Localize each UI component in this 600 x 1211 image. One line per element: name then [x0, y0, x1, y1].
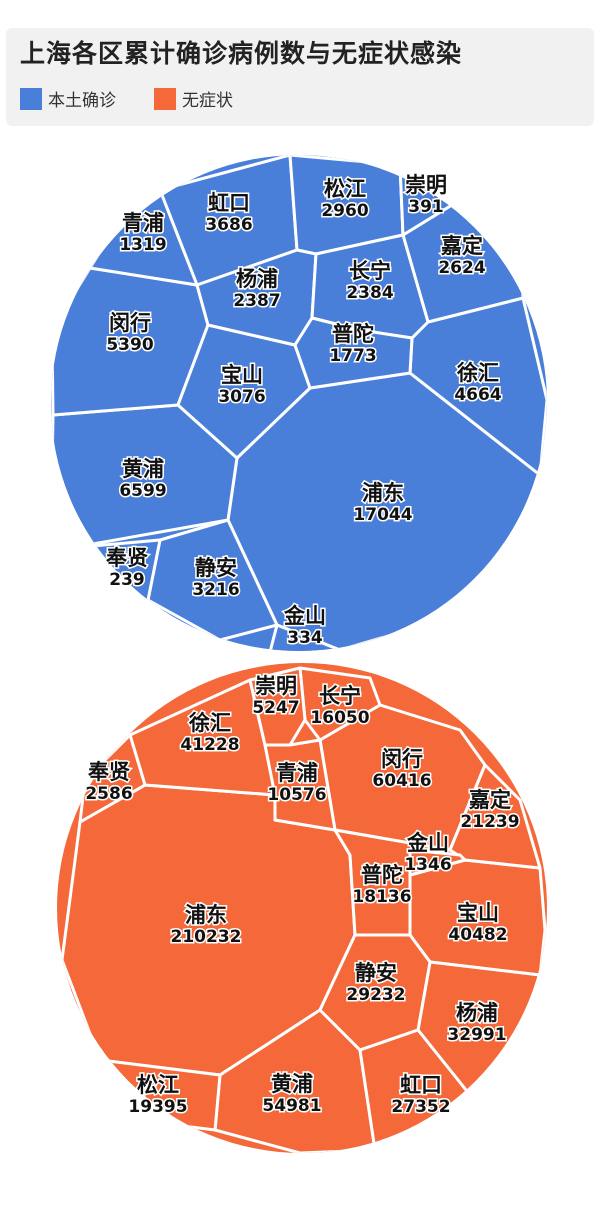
chart-header: 上海各区累计确诊病例数与无症状感染 本土确诊 无症状: [6, 28, 594, 126]
cell-label-value: 5390: [106, 335, 153, 355]
cell-label-value: 5247: [252, 698, 299, 718]
cell-label-value: 2384: [346, 283, 393, 303]
cell-label-value: 391: [408, 197, 444, 217]
cell-label-name: 松江: [137, 1073, 179, 1097]
confirmed-voronoi: 浦东17044黄浦6599闵行5390徐汇4664虹口3686静安3216宝山3…: [51, 155, 547, 651]
cell-label-name: 浦东: [362, 481, 404, 505]
cell-label-name: 宝山: [457, 901, 499, 925]
voronoi-cell: [408, 848, 467, 877]
cell-label-name: 杨浦: [456, 1001, 498, 1025]
cell-label-value: 2624: [438, 258, 485, 278]
cell-label-value: 16050: [310, 708, 369, 728]
cell-label-name: 金山: [283, 604, 326, 628]
cell-label-value: 54981: [262, 1096, 321, 1116]
cell-label-value: 239: [109, 570, 145, 590]
cell-label-value: 3686: [205, 215, 252, 235]
legend-item-asymptomatic: 无症状: [154, 86, 233, 111]
cell-label-name: 静安: [195, 556, 237, 580]
cell-label-name: 崇明: [405, 173, 447, 197]
cell-label-name: 徐汇: [188, 711, 231, 735]
voronoi-cell: [448, 763, 542, 870]
cell-label-name: 浦东: [185, 903, 227, 927]
cell-label-value: 3216: [192, 580, 239, 600]
cell-label-value: 1773: [329, 346, 376, 366]
cell-label-value: 18136: [352, 887, 411, 907]
legend-label-asymptomatic: 无症状: [182, 91, 233, 111]
legend-label-confirmed: 本土确诊: [48, 91, 116, 111]
cell-label-name: 黄浦: [122, 457, 164, 481]
chart-title: 上海各区累计确诊病例数与无症状感染: [20, 39, 463, 68]
cell-label-name: 长宁: [319, 684, 361, 708]
cell-label-name: 金山: [406, 831, 449, 855]
cell-label-name: 青浦: [276, 761, 318, 785]
cell-label-name: 普陀: [332, 322, 374, 346]
cell-label-value: 334: [287, 628, 323, 648]
cell-label-value: 17044: [353, 505, 412, 525]
cell-label-name: 黄浦: [271, 1072, 313, 1096]
cell-label-name: 虹口: [400, 1073, 442, 1097]
cell-label-value: 60416: [372, 771, 431, 791]
legend: 本土确诊 无症状: [20, 86, 271, 111]
voronoi-cell: [78, 733, 147, 824]
voronoi-cell: [293, 316, 414, 390]
cell-label-value: 19395: [128, 1097, 187, 1117]
cell-label-value: 2387: [233, 291, 280, 311]
legend-swatch-confirmed: [20, 87, 42, 110]
cell-label-value: 1319: [119, 235, 166, 255]
cell-label-value: 40482: [448, 925, 507, 945]
watermark: 凤凰号 | 一频线: [340, 1166, 524, 1196]
cell-label-value: 27352: [391, 1097, 450, 1117]
cell-label-name: 普陀: [361, 863, 403, 887]
cell-label-name: 奉贤: [87, 760, 130, 784]
cell-label-value: 1346: [404, 855, 451, 875]
cell-label-value: 32991: [447, 1025, 506, 1045]
cell-label-value: 2586: [85, 784, 132, 804]
cell-label-value: 4664: [454, 385, 501, 405]
cell-label-name: 静安: [355, 961, 397, 985]
cell-label-name: 松江: [324, 177, 366, 201]
voronoi-cell: [248, 666, 307, 747]
cell-label-value: 3076: [218, 387, 265, 407]
cell-label-name: 杨浦: [236, 267, 278, 291]
cell-label-name: 青浦: [122, 211, 164, 235]
cell-label-name: 崇明: [255, 674, 297, 698]
cell-label-name: 闵行: [109, 311, 151, 335]
cell-label-value: 21239: [460, 812, 519, 832]
cell-label-value: 6599: [119, 481, 166, 501]
cell-label-name: 嘉定: [441, 234, 483, 258]
cell-label-name: 嘉定: [469, 788, 511, 812]
cell-label-name: 长宁: [349, 259, 391, 283]
cell-label-value: 2960: [321, 201, 368, 221]
cell-label-value: 41228: [180, 735, 239, 755]
legend-item-confirmed: 本土确诊: [20, 86, 116, 111]
cell-label-value: 10576: [267, 785, 326, 805]
cell-label-value: 29232: [346, 985, 405, 1005]
legend-swatch-asymptomatic: [154, 87, 176, 110]
cell-label-name: 徐汇: [456, 361, 499, 385]
voronoi-cell: [268, 623, 342, 651]
cell-label-name: 奉贤: [105, 546, 148, 570]
cell-label-name: 闵行: [381, 747, 423, 771]
cell-label-name: 虹口: [208, 191, 250, 215]
cell-label-name: 宝山: [221, 363, 263, 387]
cell-label-value: 210232: [171, 927, 242, 947]
